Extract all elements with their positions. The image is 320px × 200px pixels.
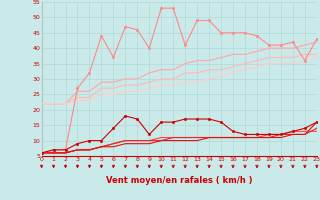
- X-axis label: Vent moyen/en rafales ( km/h ): Vent moyen/en rafales ( km/h ): [106, 176, 252, 185]
